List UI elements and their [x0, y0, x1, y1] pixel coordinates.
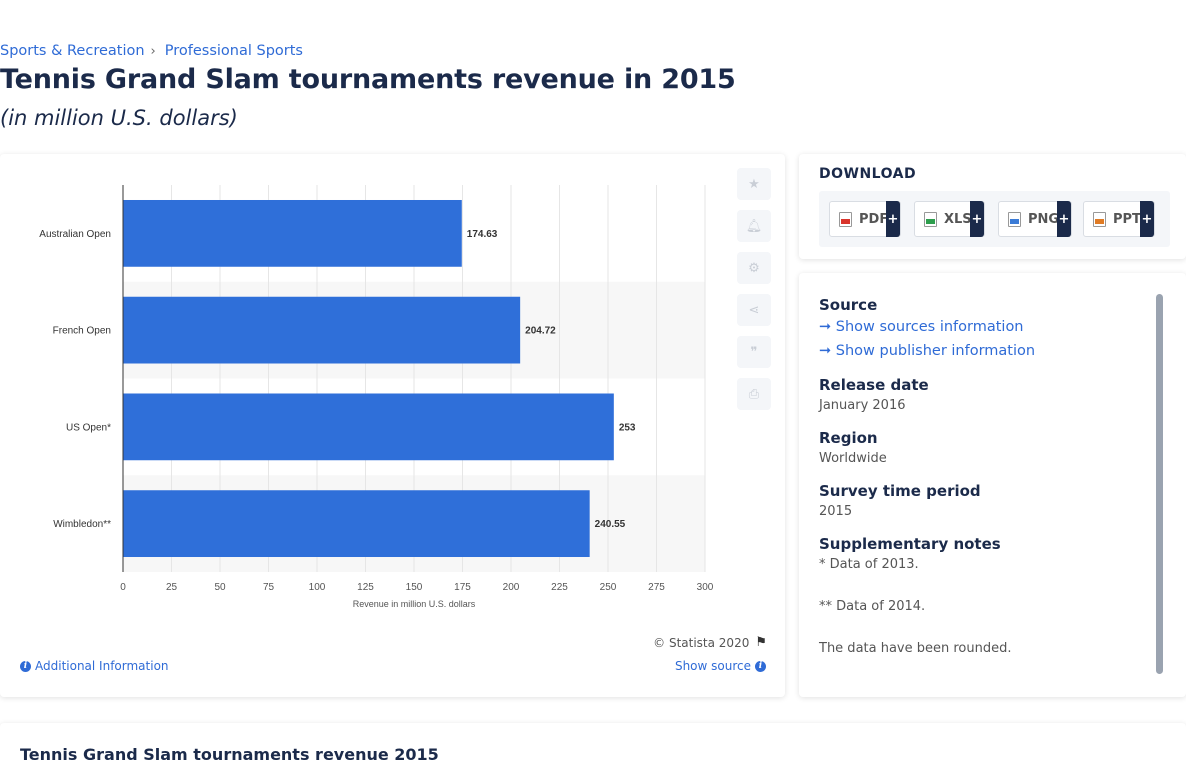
download-buttons: PDF + XLS + PNG + PPT + [819, 191, 1170, 247]
quote-icon: ❞ [750, 344, 758, 360]
tick-label: 125 [357, 582, 374, 593]
bell-icon: 🔔︎ [745, 218, 763, 234]
survey-period-value: 2015 [819, 504, 853, 519]
value-label: 240.55 [595, 519, 626, 530]
download-card: DOWNLOAD PDF + XLS + PNG + PPT + [799, 154, 1186, 259]
show-publisher-label: Show publisher information [835, 343, 1036, 359]
download-ppt-button[interactable]: PPT + [1083, 201, 1155, 237]
download-ppt-label: PPT [1113, 211, 1141, 227]
category-label: Australian Open [39, 229, 111, 240]
share-icon: ⋖ [748, 302, 760, 318]
tick-label: 175 [454, 582, 471, 593]
tick-label: 225 [551, 582, 568, 593]
download-xls-button[interactable]: XLS + [914, 201, 985, 237]
star-icon: ★ [748, 176, 760, 192]
additional-info-label: Additional Information [35, 659, 169, 673]
png-file-icon [1008, 211, 1021, 227]
source-info: Source ➞ Show sources information ➞ Show… [819, 295, 1149, 659]
category-label: French Open [53, 326, 111, 337]
region-value: Worldwide [819, 451, 887, 466]
pdf-file-icon [839, 211, 852, 227]
copyright: © Statista 2020 ⚑ [653, 635, 767, 650]
bar [123, 199, 462, 267]
tick-label: 50 [214, 582, 226, 593]
print-button[interactable]: ⎙ [737, 378, 771, 410]
breadcrumb-sports-recreation[interactable]: Sports & Recreation [0, 43, 145, 59]
additional-info-link[interactable]: i Additional Information [20, 659, 169, 673]
survey-period-heading: Survey time period [819, 482, 981, 500]
print-icon: ⎙ [748, 386, 760, 402]
plus-icon: + [970, 201, 984, 237]
show-sources-link[interactable]: ➞ Show sources information [819, 315, 1149, 339]
note-3: The data have been rounded. [819, 641, 1012, 656]
chevron-right-icon: › [150, 43, 156, 59]
bar [123, 393, 614, 461]
bar [123, 296, 521, 364]
arrow-right-icon: ➞ [819, 343, 836, 359]
bar [123, 490, 590, 558]
tick-label: 75 [263, 582, 275, 593]
category-label: US Open* [66, 422, 111, 433]
info-icon: i [20, 660, 31, 672]
download-pdf-label: PDF [859, 211, 889, 227]
download-png-label: PNG [1028, 211, 1060, 227]
tick-label: 0 [120, 582, 126, 593]
bar-chart: 174.63 Australian Open 204.72 French Open 25… [39, 185, 714, 609]
tick-label: 300 [697, 582, 714, 593]
release-date-value: January 2016 [819, 398, 906, 413]
notify-button[interactable]: 🔔︎ [737, 210, 771, 242]
tick-label: 100 [309, 582, 326, 593]
tick-label: 275 [648, 582, 665, 593]
page-title: Tennis Grand Slam tournaments revenue in… [0, 64, 736, 95]
value-label: 204.72 [525, 326, 556, 337]
ppt-file-icon [1093, 211, 1106, 227]
show-sources-label: Show sources information [835, 319, 1024, 335]
scrollbar[interactable] [1156, 294, 1163, 674]
breadcrumb-professional-sports[interactable]: Professional Sports [164, 43, 303, 59]
favorite-button[interactable]: ★ [737, 168, 771, 200]
copyright-text: © Statista 2020 [653, 635, 750, 650]
breadcrumb: Sports & Recreation › Professional Sport… [0, 43, 303, 59]
cite-button[interactable]: ❞ [737, 336, 771, 368]
tick-label: 25 [166, 582, 178, 593]
show-source-link[interactable]: Show source i [675, 659, 766, 673]
settings-button[interactable]: ⚙ [737, 252, 771, 284]
plus-icon: + [1057, 201, 1071, 237]
x-axis-title: Revenue in million U.S. dollars [353, 599, 476, 609]
tick-label: 150 [406, 582, 423, 593]
value-label: 253 [619, 422, 636, 433]
chart-tools: ★ 🔔︎ ⚙ ⋖ ❞ ⎙ [737, 168, 773, 420]
source-heading: Source [819, 296, 878, 314]
note-1: * Data of 2013. [819, 557, 919, 572]
show-publisher-link[interactable]: ➞ Show publisher information [819, 339, 1149, 363]
share-button[interactable]: ⋖ [737, 294, 771, 326]
category-label: Wimbledon** [53, 519, 111, 530]
value-label: 174.63 [467, 229, 498, 240]
related-statistic-card: Tennis Grand Slam tournaments revenue 20… [0, 723, 1186, 760]
flag-icon[interactable]: ⚑ [755, 635, 767, 650]
release-date-heading: Release date [819, 376, 929, 394]
region-heading: Region [819, 429, 878, 447]
download-png-button[interactable]: PNG + [998, 201, 1072, 237]
page-subtitle: (in million U.S. dollars) [0, 106, 238, 130]
info-icon: i [755, 660, 766, 672]
xls-file-icon [924, 211, 937, 227]
related-title[interactable]: Tennis Grand Slam tournaments revenue 20… [20, 745, 439, 760]
plus-icon: + [886, 201, 900, 237]
note-2: ** Data of 2014. [819, 599, 926, 614]
download-pdf-button[interactable]: PDF + [829, 201, 901, 237]
gear-icon: ⚙ [748, 260, 760, 276]
tick-label: 200 [503, 582, 520, 593]
tick-label: 250 [600, 582, 617, 593]
plus-icon: + [1140, 201, 1154, 237]
chart-card: 174.63 Australian Open 204.72 French Open 25… [0, 154, 785, 697]
source-info-card: Source ➞ Show sources information ➞ Show… [799, 273, 1186, 697]
show-source-label: Show source [674, 659, 751, 673]
supplementary-notes-heading: Supplementary notes [819, 535, 1001, 553]
download-xls-label: XLS [944, 211, 972, 227]
download-title: DOWNLOAD [819, 166, 917, 182]
arrow-right-icon: ➞ [819, 319, 836, 335]
